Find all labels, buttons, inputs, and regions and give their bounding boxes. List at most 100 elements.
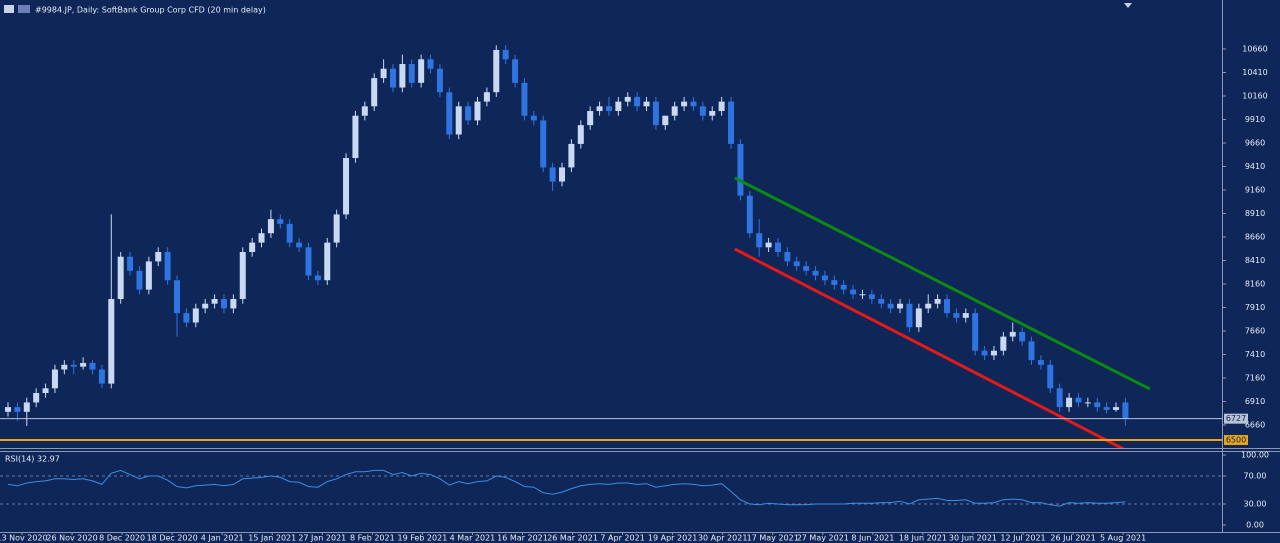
candle-body [718,101,725,112]
candle-body [868,294,875,300]
x-tick-label: 4 Jan 2021 [201,534,244,543]
x-tick-label: 30 Apr 2021 [698,534,747,543]
candle-body [230,299,237,309]
candle-body [812,270,819,276]
price-panel [5,45,1151,448]
rsi-y-tick-label: 100.00 [1241,451,1269,460]
candle-body [33,393,40,403]
rsi-line [7,469,1126,507]
candle-body [746,195,753,234]
x-tick-label: 18 Jun 2021 [899,534,947,543]
candle-body [436,68,443,93]
candle-body [5,407,11,412]
x-tick-label: 19 Apr 2021 [648,534,697,543]
x-tick-label: 13 Nov 2020 [0,534,48,543]
y-tick-label: 10410 [1242,68,1267,77]
y-tick-label: 8660 [1245,232,1265,241]
candle-body [990,350,997,356]
candle-body [1103,407,1110,410]
candle-body [258,233,265,243]
candle-body [42,388,49,394]
candle-body [605,106,612,112]
candle-body [202,303,209,309]
candle-body [981,350,988,356]
candle-body [803,266,810,271]
candle-body [286,223,293,243]
candle-body [652,101,659,126]
candle-body [474,101,481,121]
x-tick-label: 8 Jun 2021 [851,534,894,543]
flag-icon [18,5,30,13]
candle-body [1056,388,1063,408]
candle-body [296,242,303,248]
candle-body [1122,402,1129,419]
candle-body [671,106,678,116]
candle-body [850,289,857,295]
candle-body [427,59,434,69]
y-tick-label: 8410 [1245,256,1265,265]
candle-body [530,115,537,121]
candle-body [220,299,227,309]
candle-body [953,313,960,318]
candle-body [108,299,115,384]
candle-body [925,303,932,309]
candle-body [80,362,87,367]
candle-body [399,64,406,88]
candle-body [211,299,218,304]
candle-body [897,303,904,309]
candle-body [305,247,312,276]
candle-body [878,299,885,304]
x-tick-label: 8 Dec 2020 [99,534,145,543]
y-tick-label: 10160 [1242,91,1267,100]
candle-body [549,167,556,182]
candle-body [596,106,603,112]
candle-body [559,167,566,182]
candle-body [267,219,274,234]
candle-body [774,242,781,253]
candle-body [239,252,246,300]
rsi-y-tick-label: 30.00 [1244,500,1267,509]
candle-body [906,303,913,328]
candle-body [1094,402,1101,408]
candle-body [117,256,124,300]
candle-body [192,308,199,323]
trendline [734,176,1151,391]
candle-body [568,143,575,168]
candle-body [587,111,594,126]
y-tick-label: 6910 [1245,397,1265,406]
x-tick-label: 26 Nov 2020 [46,534,97,543]
candle-body [14,407,21,412]
candle-body [1037,360,1044,365]
shift-marker [1124,3,1132,8]
current-price-box [1224,413,1248,424]
candle-body [793,261,800,267]
x-tick-label: 7 Apr 2021 [600,534,644,543]
candle-body [324,242,331,281]
candle-body [389,68,396,88]
level-label: 6500 [1226,436,1246,445]
candle-body [455,106,462,135]
rsi-label: RSI(14) 32.97 [5,455,60,464]
candle-body [681,101,688,107]
candle-body [446,92,453,135]
candle-body [1075,397,1082,403]
candle-body [840,284,847,290]
candle-body [512,59,519,83]
candle-body [408,64,415,83]
y-tick-label: 9410 [1245,162,1265,171]
candle-body [756,233,763,248]
candle-body [1019,331,1026,342]
trendline [734,247,1125,448]
x-tick-label: 15 Jan 2021 [248,534,296,543]
candle-body [972,313,979,351]
x-tick-label: 18 Dec 2020 [147,534,198,543]
y-tick-label: 7910 [1245,303,1265,312]
candle-body [155,252,162,262]
candle-body [624,96,631,102]
x-tick-label: 30 Jun 2021 [949,534,997,543]
x-tick-label: 17 May 2021 [747,534,799,543]
candle-body [136,270,143,290]
